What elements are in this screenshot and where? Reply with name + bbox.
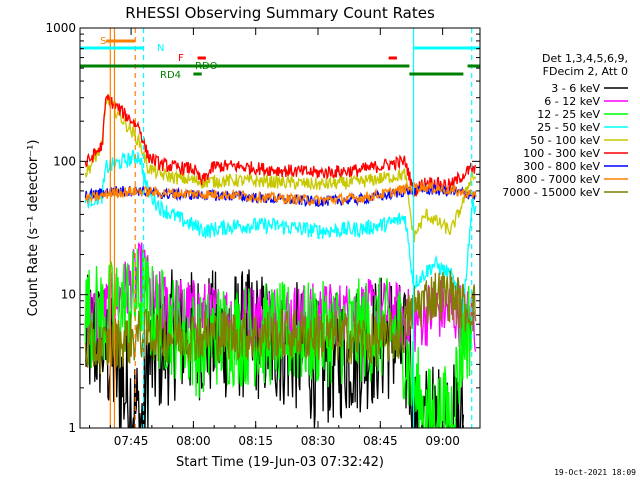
y-axis-label: Count Rate (s⁻¹ detector⁻¹) xyxy=(26,140,41,317)
legend-label-1: 6 - 12 keV xyxy=(544,95,600,108)
series-line-7 xyxy=(84,182,477,207)
series-line-2 xyxy=(84,248,473,428)
flag-label-f: F xyxy=(178,53,184,64)
flag-label-rd4: RD4 xyxy=(160,70,181,81)
legend-label-0: 3 - 6 keV xyxy=(551,82,600,95)
y-tick-label-3: 1000 xyxy=(45,21,76,35)
flag-label-s: S xyxy=(100,36,106,47)
x-tick-label-2: 08:15 xyxy=(238,434,273,448)
flag-label-rdo: RDO xyxy=(195,61,218,72)
legend: Det 1,3,4,5,6,9,FDecim 2, Att 0 3 - 6 keV… xyxy=(502,52,628,199)
series-line-4 xyxy=(84,94,477,243)
legend-label-3: 25 - 50 keV xyxy=(537,121,600,134)
legend-label-7: 800 - 7000 keV xyxy=(516,173,600,186)
plot-area: S N F RDO RD4 xyxy=(80,28,480,428)
flag-label-n: N xyxy=(157,43,164,54)
legend-label-6: 300 - 800 keV xyxy=(523,160,600,173)
series-line-8 xyxy=(84,270,477,375)
series-line-5 xyxy=(84,93,476,198)
x-tick-label-4: 08:45 xyxy=(363,434,398,448)
legend-label-8: 7000 - 15000 keV xyxy=(502,186,600,199)
x-tick-label-5: 09:00 xyxy=(425,434,460,448)
y-tick-label-1: 10 xyxy=(61,288,76,302)
x-tick-label-1: 08:00 xyxy=(176,434,211,448)
legend-label-4: 50 - 100 keV xyxy=(530,134,600,147)
series-line-3 xyxy=(84,149,477,314)
plot-frame xyxy=(79,27,481,429)
legend-header-1: FDecim 2, Att 0 xyxy=(543,65,628,78)
x-tick-label-0: 07:45 xyxy=(114,434,149,448)
axis-ticks: 07:45 08:00 08:15 08:30 08:45 09:00 1 10 100 1000 xyxy=(45,21,480,448)
legend-label-5: 100 - 300 keV xyxy=(523,147,600,160)
legend-label-2: 12 - 25 keV xyxy=(537,108,600,121)
legend-header-0: Det 1,3,4,5,6,9, xyxy=(542,52,628,65)
y-tick-label-0: 1 xyxy=(68,421,76,435)
x-tick-label-3: 08:30 xyxy=(301,434,336,448)
chart-title: RHESSI Observing Summary Count Rates xyxy=(125,4,435,22)
y-tick-label-2: 100 xyxy=(53,154,76,168)
x-axis-label: Start Time (19-Jun-03 07:32:42) xyxy=(176,455,384,470)
timestamp: 19-Oct-2021 18:09 xyxy=(554,468,636,477)
